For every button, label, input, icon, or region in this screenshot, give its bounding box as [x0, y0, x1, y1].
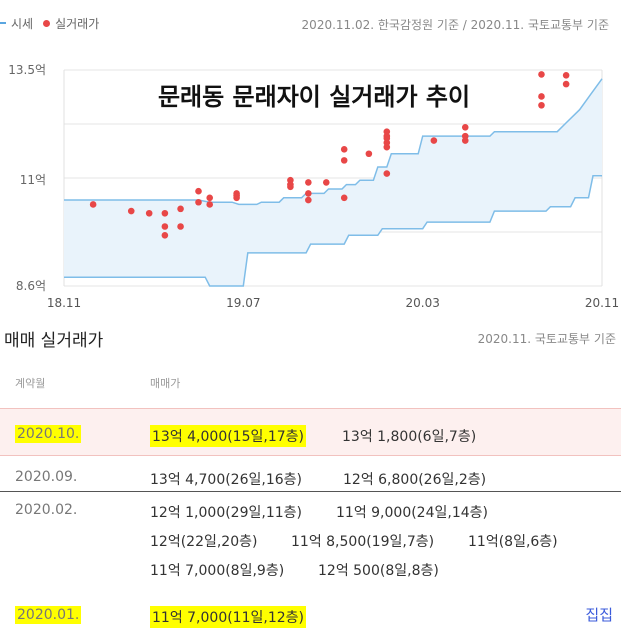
x-tick-label: 20.11	[585, 296, 619, 310]
trade-point	[161, 223, 169, 230]
trade-entry: 13억 4,000(15일,17층)	[150, 425, 306, 447]
col-price-header: 매매가	[150, 377, 181, 390]
trade-entry: 12억 500(8일,8층)	[318, 563, 439, 579]
trade-entry: 12억 1,000(29일,11층)	[150, 505, 302, 521]
trade-entry: 13억 1,800(6일,7층)	[342, 429, 477, 445]
trade-point	[340, 194, 348, 202]
table-source: 2020.11. 국토교통부 기준	[477, 332, 616, 346]
table-row: 2020.02. 12억 1,000(29일,11층) 11억 9,000(24…	[0, 494, 621, 586]
trade-point	[305, 196, 312, 204]
trade-point	[538, 101, 545, 109]
trade-entry: 11억 7,000(11일,12층)	[150, 606, 306, 628]
trade-entry: 11억(8일,6층)	[468, 534, 558, 550]
trade-points	[89, 71, 570, 239]
trade-point	[461, 132, 469, 140]
trade-point	[562, 71, 570, 79]
row-month: 2020.09.	[15, 469, 78, 485]
line-swatch-icon	[0, 22, 6, 24]
trade-point	[206, 194, 214, 202]
legend-price: 시세	[0, 15, 33, 32]
trade-point	[287, 181, 294, 188]
trade-point	[127, 207, 135, 215]
trade-point	[383, 170, 391, 177]
trade-point	[538, 93, 545, 100]
row-month: 2020.02.	[15, 502, 78, 518]
trade-point	[562, 80, 570, 88]
trade-point	[383, 128, 391, 136]
trade-point	[161, 232, 169, 239]
trade-point	[305, 190, 312, 197]
trade-point	[206, 201, 214, 208]
x-tick-label: 19.07	[226, 296, 260, 310]
legend-trade-label: 실거래가	[55, 16, 100, 31]
trade-point	[430, 137, 438, 144]
y-tick-label: 13.5억	[8, 63, 46, 77]
price-band-upper-line	[64, 78, 603, 206]
trade-point	[195, 187, 202, 195]
trade-point	[322, 179, 330, 186]
trade-entry: 11억 8,500(19일,7층)	[291, 534, 435, 550]
trade-point	[538, 71, 545, 78]
trade-entry: 12억(22일,20층)	[150, 534, 258, 550]
chart-title: 문래동 문래자이 실거래가 추이	[158, 83, 470, 111]
row-divider	[0, 491, 621, 492]
trade-entry: 13억 4,700(26일,16층)	[150, 472, 302, 488]
table-row: 2020.10. 13억 4,000(15일,17층) 13억 1,800(6일…	[0, 408, 621, 456]
dot-swatch-icon	[43, 19, 51, 27]
col-month-header: 계약월	[15, 377, 46, 390]
x-tick-label: 20.03	[405, 296, 439, 310]
trade-point	[177, 205, 184, 213]
trade-entry: 11억 9,000(24일,14층)	[336, 505, 488, 521]
trade-point	[177, 223, 184, 230]
table-row: 2020.09. 13억 4,700(26일,16층) 12억 6,800(26…	[0, 462, 621, 490]
chart-legend: 시세 실거래가	[0, 14, 109, 32]
x-tick-labels: 18.11 19.07 20.03 20.11	[47, 296, 619, 310]
section-title: 매매 실거래가	[4, 331, 104, 351]
y-tick-label: 11억	[20, 173, 46, 187]
legend-price-label: 시세	[11, 16, 34, 31]
row-month: 2020.01.	[15, 606, 82, 624]
trade-point	[340, 146, 348, 153]
x-tick-label: 18.11	[47, 296, 81, 310]
trade-point	[233, 192, 240, 199]
price-band-area	[64, 78, 602, 286]
chart-source: 2020.11.02. 한국감정원 기준 / 2020.11. 국토교통부 기준	[301, 18, 609, 32]
price-trend-chart: 8.6억 11억 13.5억 18.11 19.07 20.03 20.11 문래동 문래…	[8, 63, 619, 310]
trade-point	[145, 209, 153, 217]
trade-point	[89, 201, 97, 208]
table-row: 2020.01. 11억 7,000(11일,12층)	[0, 600, 621, 630]
trade-point	[161, 209, 169, 217]
trade-point	[365, 150, 373, 158]
y-tick-label: 8.6억	[16, 279, 46, 293]
trade-point	[340, 157, 348, 164]
y-tick-labels: 8.6억 11억 13.5억	[8, 63, 46, 293]
trade-entry: 11억 7,000(8일,9층)	[150, 563, 285, 579]
trade-point	[305, 179, 312, 186]
row-month: 2020.10.	[15, 425, 82, 443]
more-link[interactable]: 집집	[585, 606, 613, 624]
legend-trade: 실거래가	[43, 15, 99, 32]
trade-entry: 12억 6,800(26일,2층)	[343, 472, 487, 488]
trade-point	[461, 124, 469, 131]
trade-point	[195, 198, 202, 206]
price-band-lower-line	[64, 175, 602, 287]
